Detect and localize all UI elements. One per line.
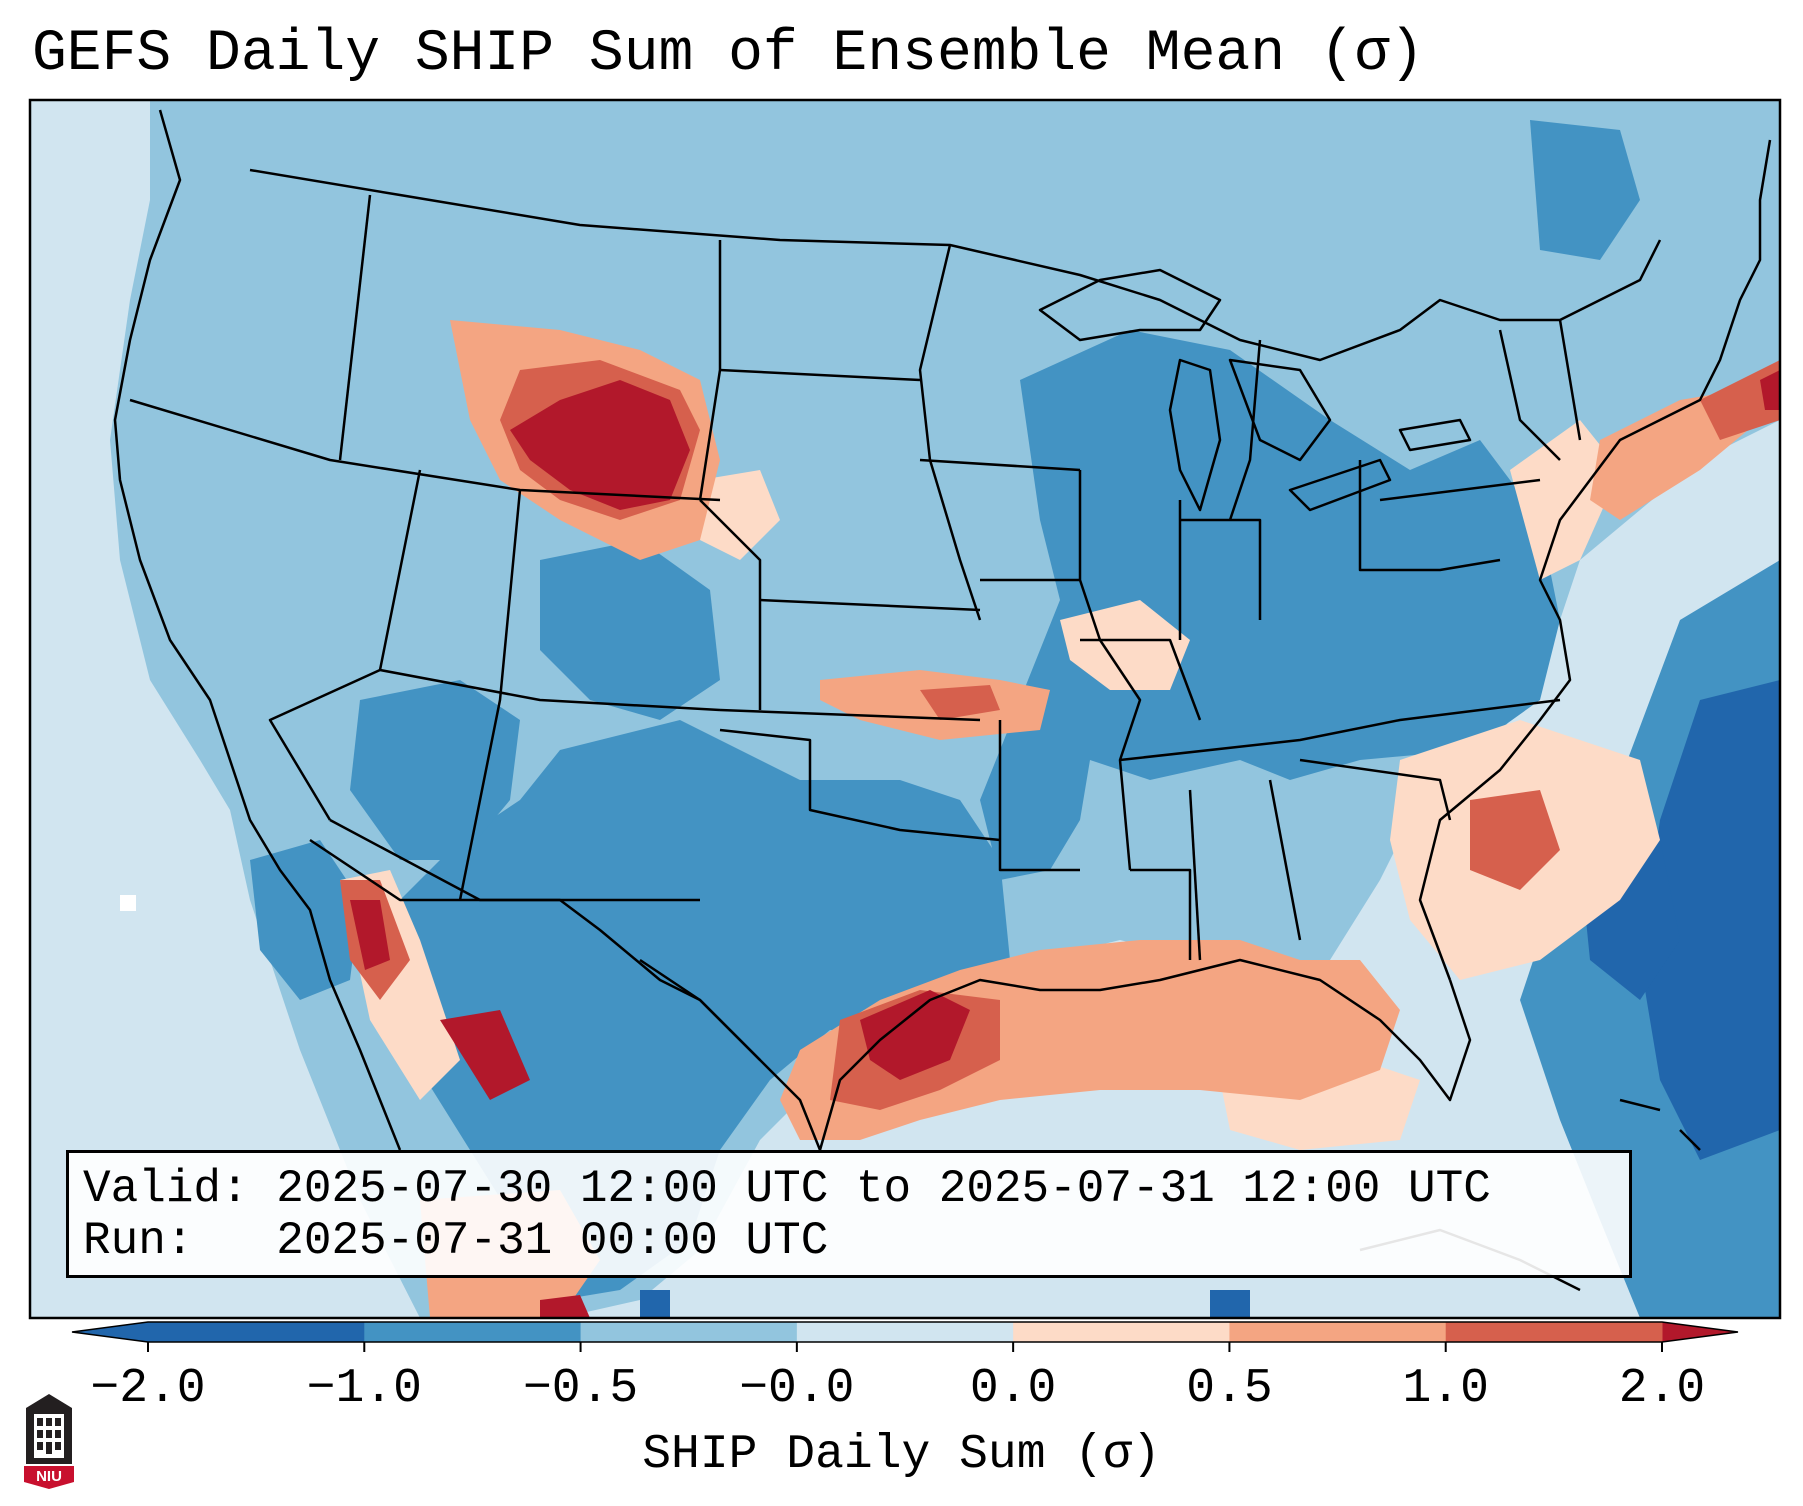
colorbar-extend-max bbox=[1662, 1322, 1738, 1342]
colorbar-segment bbox=[796, 1322, 1014, 1342]
us-mexico-border bbox=[309, 838, 761, 1061]
lake-erie bbox=[1288, 458, 1392, 512]
lake-ontario bbox=[1398, 418, 1472, 452]
colorbar-segment bbox=[580, 1322, 798, 1342]
lake-superior bbox=[1038, 268, 1222, 342]
colorbar-segment bbox=[148, 1322, 365, 1342]
gulf-coastline bbox=[639, 958, 1472, 1152]
run-time-text: Run: 2025-07-31 00:00 UTC bbox=[83, 1215, 829, 1267]
colorbar-segment bbox=[1013, 1322, 1230, 1342]
colorbar-tick-label: −2.0 bbox=[90, 1362, 206, 1416]
colorbar-tick-label: −1.0 bbox=[306, 1362, 422, 1416]
valid-run-info-box: Valid: 2025-07-30 12:00 UTC to 2025-07-3… bbox=[66, 1150, 1632, 1278]
colorbar-segment bbox=[1445, 1322, 1663, 1342]
colorbar-tick-label: 0.0 bbox=[969, 1362, 1057, 1416]
colorbar-tick-label: −0.5 bbox=[522, 1362, 639, 1416]
strong-negative-regions bbox=[640, 680, 1780, 1318]
us-canada-border bbox=[249, 168, 1662, 362]
shaded-field bbox=[30, 100, 1780, 1318]
logo-text: NIU bbox=[36, 1468, 62, 1485]
colorbar-tick-label: 2.0 bbox=[1618, 1362, 1706, 1416]
colorbar-extend-min bbox=[72, 1322, 148, 1342]
colorbar-tick-label: 0.5 bbox=[1186, 1362, 1273, 1416]
colorbar-label: SHIP Daily Sum (σ) bbox=[642, 1428, 1161, 1482]
colorbar bbox=[71, 1321, 1739, 1352]
colorbar-tick-label: 1.0 bbox=[1402, 1362, 1489, 1416]
pacific-coastline bbox=[113, 109, 402, 1151]
valid-time-text: Valid: 2025-07-30 12:00 UTC to 2025-07-3… bbox=[83, 1163, 1491, 1215]
colorbar-segment bbox=[1229, 1322, 1447, 1342]
extreme-positive-regions bbox=[350, 370, 1780, 1318]
colorbar-segment bbox=[364, 1322, 582, 1342]
colorbar-tick-label: −0.0 bbox=[739, 1362, 855, 1416]
lake-huron bbox=[1228, 358, 1332, 462]
lake-michigan bbox=[1168, 358, 1222, 512]
boundaries bbox=[113, 109, 1772, 1292]
niu-logo: NIU bbox=[24, 1394, 74, 1489]
atlantic-coastline bbox=[1418, 139, 1772, 981]
axes-frame bbox=[28, 98, 1782, 1320]
chart-title: GEFS Daily SHIP Sum of Ensemble Mean (σ) bbox=[32, 22, 1425, 87]
